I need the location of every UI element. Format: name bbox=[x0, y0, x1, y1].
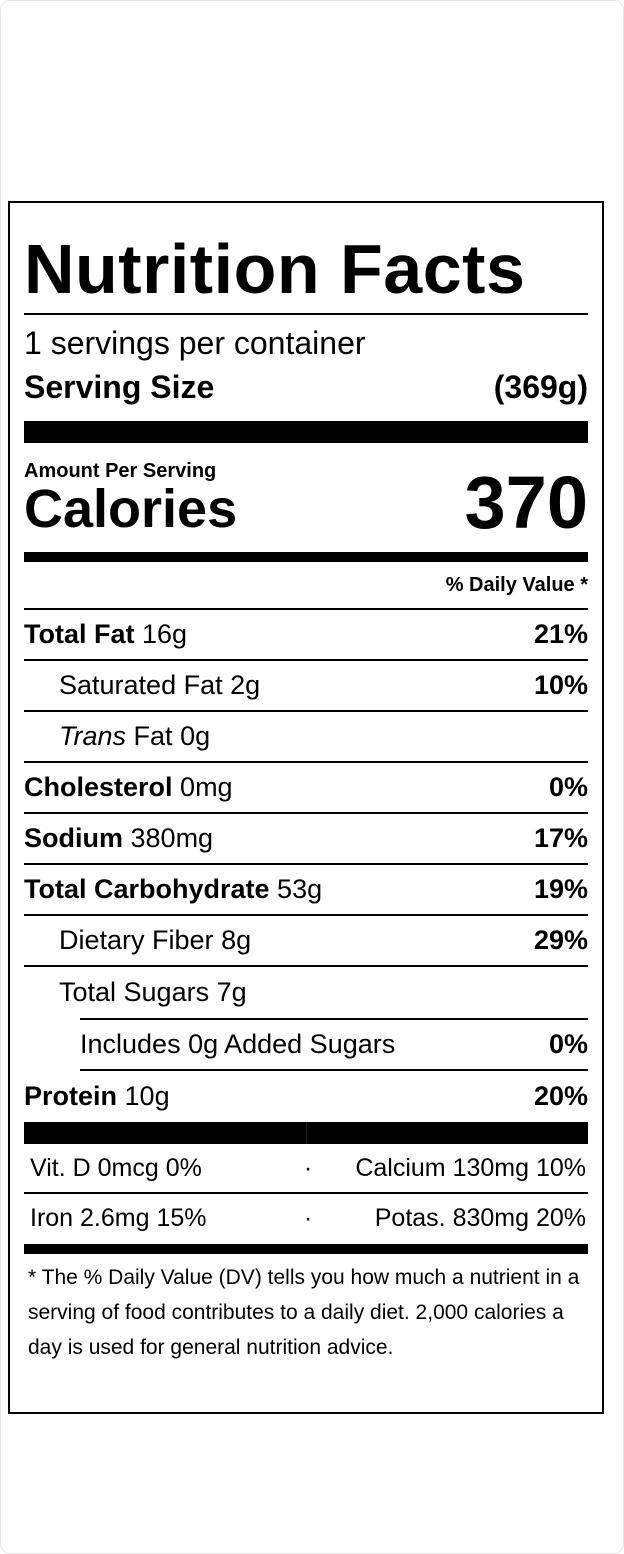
nutrient-dv: 17% bbox=[533, 823, 588, 853]
nutrient-dv: 20% bbox=[533, 1081, 588, 1111]
nutrient-dv: 0% bbox=[548, 1029, 588, 1059]
nutrient-dv: 19% bbox=[533, 874, 588, 904]
thick-divider bbox=[24, 1122, 588, 1144]
nutrient-dv: 10% bbox=[533, 670, 588, 700]
amount-per-serving: Amount Per Serving bbox=[24, 460, 217, 482]
vitamin-row: Vit. D 0mcg 0% · Calcium 130mg 10% bbox=[24, 1144, 588, 1192]
nutrient-name: Protein bbox=[24, 1081, 118, 1111]
nutrient-name: Sodium bbox=[24, 823, 123, 853]
daily-value-header: % Daily Value * bbox=[24, 562, 588, 610]
servings-per-container: 1 servings per container bbox=[24, 325, 366, 361]
nutrient-amount: 8g bbox=[221, 925, 252, 955]
separator-dot: · bbox=[303, 1203, 313, 1232]
nutrient-name: Cholesterol bbox=[24, 772, 173, 802]
serving-size-label: Serving Size bbox=[24, 369, 215, 405]
nutrient-amount: 0g bbox=[180, 721, 211, 751]
nutrient-dv: 21% bbox=[533, 619, 588, 649]
nutrient-amount: 0mg bbox=[180, 772, 233, 802]
calories-label: Calories bbox=[24, 479, 238, 539]
nutrient-row-total-fat: Total Fat 16g 21% bbox=[24, 610, 588, 661]
nutrition-label: Nutrition Facts 1 servings per container… bbox=[8, 201, 604, 1414]
calories-value: 370 bbox=[464, 461, 588, 544]
divider bbox=[24, 1192, 588, 1194]
vitamin-left: Iron 2.6mg 15% bbox=[30, 1203, 207, 1232]
nutrient-name: Total Fat bbox=[24, 619, 135, 649]
nutrient-amount: 16g bbox=[142, 619, 188, 649]
nutrient-amount: 380mg bbox=[130, 823, 214, 853]
label-title: Nutrition Facts bbox=[24, 230, 526, 308]
nutrient-row-total-sugars: Total Sugars 7g bbox=[24, 967, 588, 1018]
medium-divider bbox=[24, 552, 588, 562]
calories-row: Calories 370 bbox=[24, 466, 588, 540]
footnote: * The % Daily Value (DV) tells you how m… bbox=[28, 1266, 580, 1359]
nutrient-name: Dietary Fiber bbox=[59, 925, 214, 955]
vitamin-right: Potas. 830mg 20% bbox=[374, 1203, 586, 1232]
vitamin-row: Iron 2.6mg 15% · Potas. 830mg 20% bbox=[24, 1194, 588, 1242]
nutrient-name: Total Carbohydrate bbox=[24, 874, 270, 904]
nutrient-row-dietary-fiber: Dietary Fiber 8g 29% bbox=[24, 916, 588, 967]
nutrient-name: Saturated Fat bbox=[59, 670, 223, 700]
nutrient-amount: 53g bbox=[277, 874, 323, 904]
vitamin-left: Vit. D 0mcg 0% bbox=[30, 1153, 202, 1182]
nutrient-row-saturated-fat: Saturated Fat 2g 10% bbox=[24, 661, 588, 712]
medium-divider bbox=[24, 1244, 588, 1254]
nutrient-name: Total Sugars bbox=[59, 977, 210, 1007]
nutrient-amount: 10g bbox=[124, 1081, 170, 1111]
nutrient-dv: 0% bbox=[548, 772, 588, 802]
vitamin-right: Calcium 130mg 10% bbox=[355, 1153, 586, 1182]
nutrient-name: Trans bbox=[59, 721, 127, 751]
nutrient-row-cholesterol: Cholesterol 0mg 0% bbox=[24, 763, 588, 814]
nutrient-name: Includes 0g Added Sugars bbox=[80, 1029, 396, 1059]
nutrient-row-trans-fat: Trans Fat 0g bbox=[24, 712, 588, 763]
nutrient-row-sodium: Sodium 380mg 17% bbox=[24, 814, 588, 865]
nutrient-row-protein: Protein 10g 20% bbox=[24, 1071, 588, 1122]
divider bbox=[24, 313, 588, 315]
divider bbox=[80, 1018, 588, 1020]
separator-dot: · bbox=[303, 1153, 313, 1182]
serving-size-value: (369g) bbox=[493, 369, 588, 405]
serving-size-row: Serving Size (369g) bbox=[24, 369, 588, 405]
nutrient-dv: 29% bbox=[533, 925, 588, 955]
nutrient-amount: 2g bbox=[230, 670, 261, 700]
nutrient-amount: 7g bbox=[216, 977, 247, 1007]
nutrient-row-total-carbohydrate: Total Carbohydrate 53g 19% bbox=[24, 865, 588, 916]
nutrient-name-suffix: Fat bbox=[133, 721, 173, 751]
nutrient-row-added-sugars: Includes 0g Added Sugars 0% bbox=[80, 1020, 588, 1071]
thick-divider bbox=[24, 421, 588, 443]
